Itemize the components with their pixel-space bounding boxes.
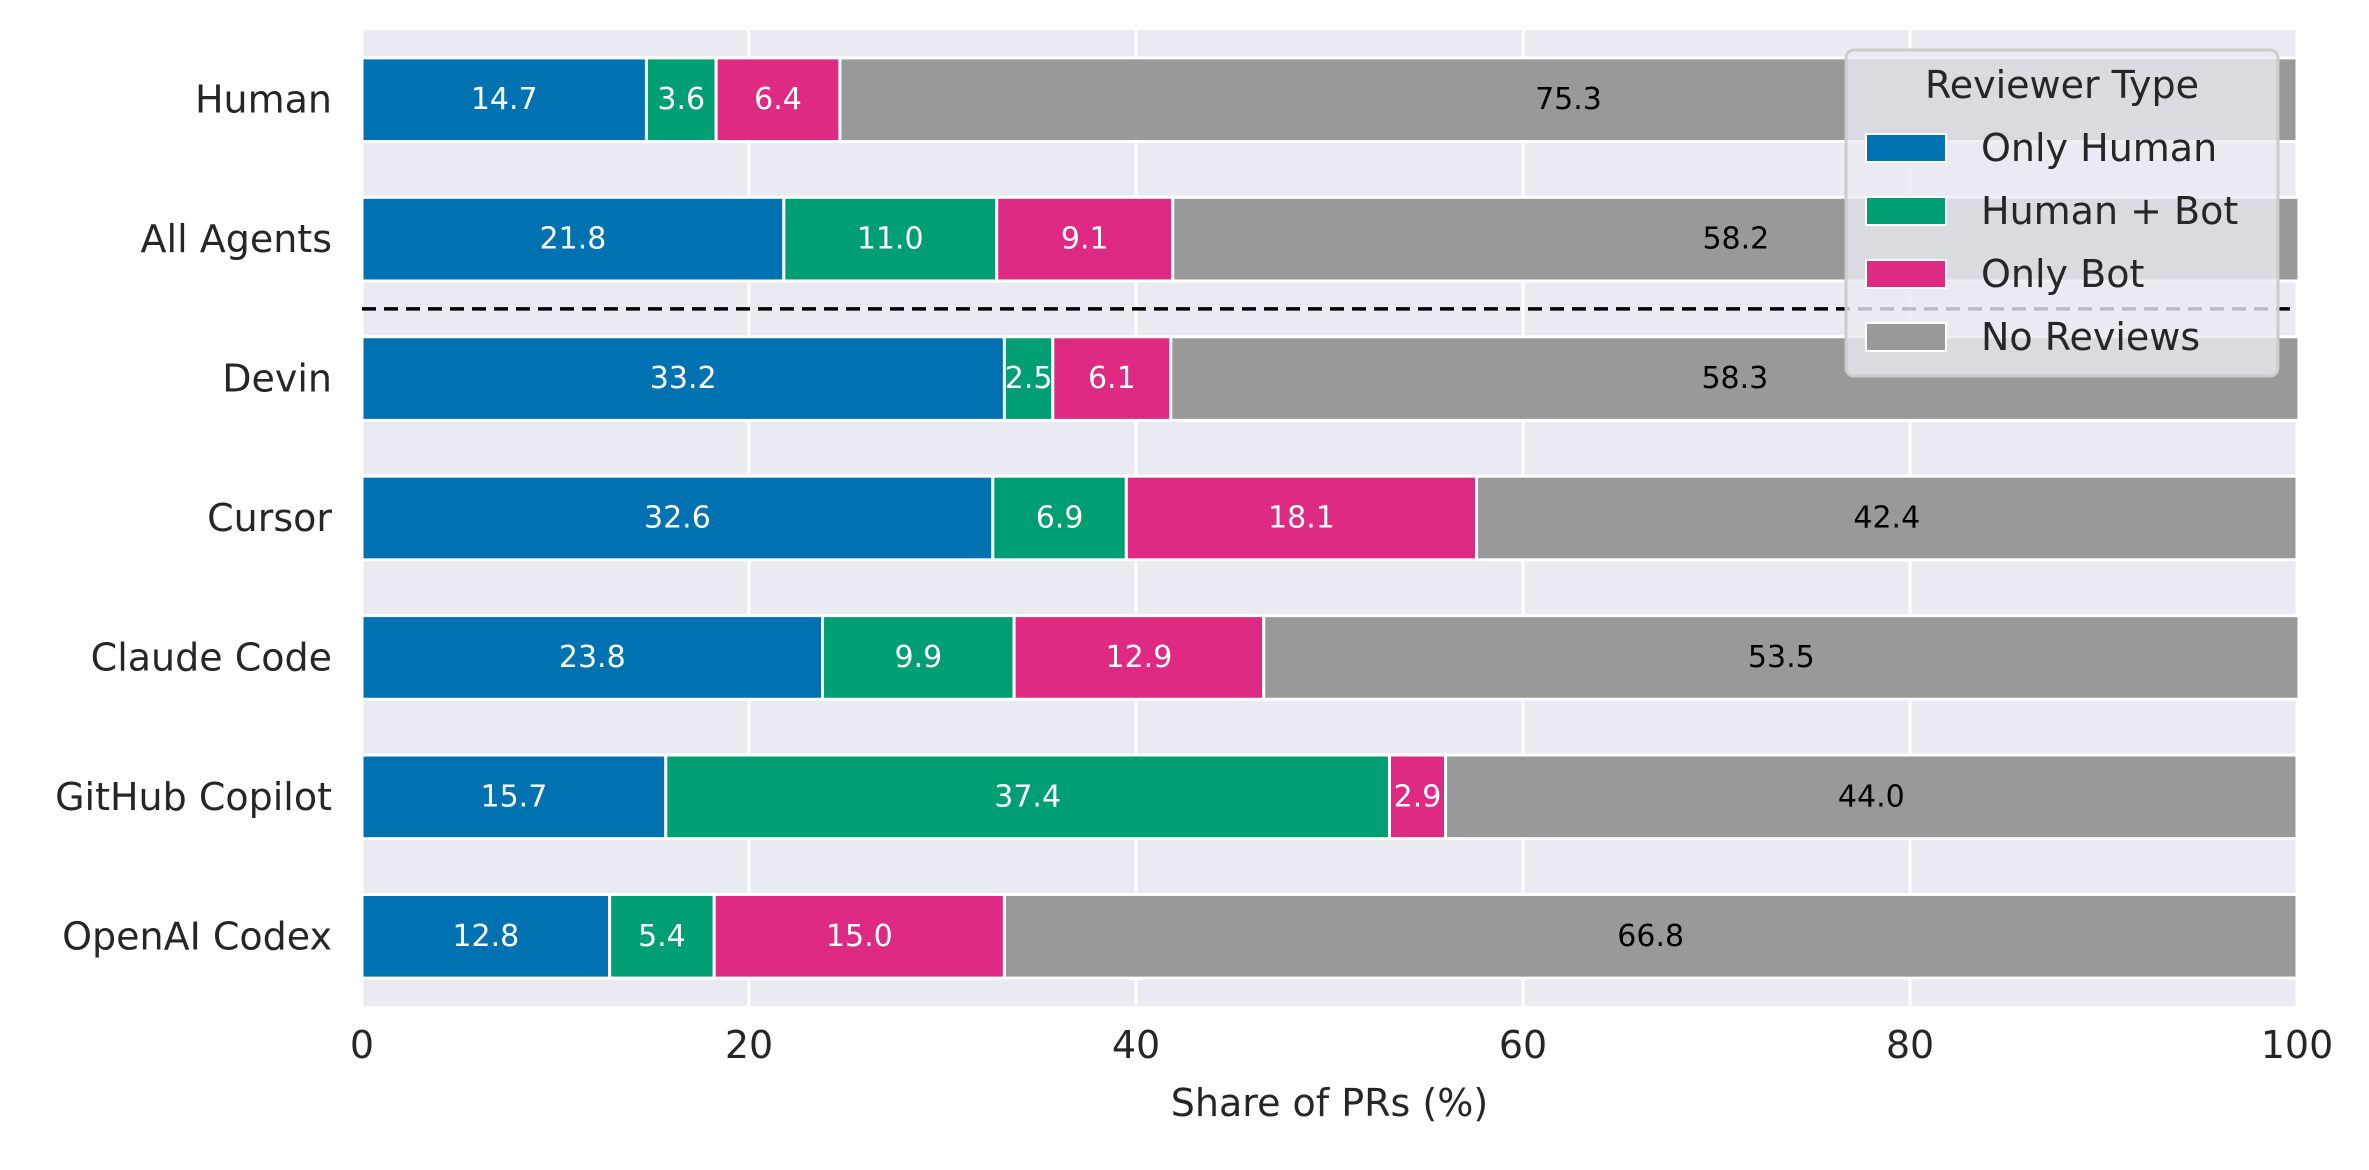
data-label: 9.1 [1061,222,1109,257]
bar-segment [821,614,1016,701]
x-tick-label: 20 [725,1023,773,1067]
bar-segment [1475,474,2299,562]
y-tick-label: OpenAI Codex [62,914,332,958]
data-label: 5.4 [638,919,686,954]
y-axis-category-labels: Human All Agents Devin Cursor Claude Code Git… [55,78,332,959]
data-label: 14.7 [471,82,538,117]
bar-segment [360,195,786,283]
y-tick-label: Human [195,78,332,122]
legend-entry: Only Bot [1981,252,2144,296]
bar-segment [360,753,668,841]
data-label: 66.8 [1617,919,1684,954]
bar-segment [664,753,1391,841]
data-label: 58.2 [1702,222,1769,257]
bar-segment [360,56,648,144]
legend-box [1844,48,2280,378]
data-label: 37.4 [994,779,1061,814]
data-label: 2.5 [1005,361,1053,396]
data-label: 15.7 [480,779,547,814]
bars: 14.7 3.6 6.4 75.3 21.8 11.0 9.1 58.2 33.2 2.5 6.1 5… [360,56,2301,980]
bar-segment [1012,614,1266,701]
y-tick-label: All Agents [141,217,332,261]
data-label: 3.6 [657,82,705,117]
data-label: 21.8 [540,222,607,257]
bar-segment [714,56,842,144]
data-label: 9.9 [894,640,942,675]
legend-swatch [1865,196,1947,226]
legend-swatch [1865,259,1947,289]
data-label: 75.3 [1535,82,1602,117]
bar-segment [608,892,716,980]
data-label: 15.0 [826,919,893,954]
bar-segment [1124,474,1479,562]
x-axis-label: Share of PRs (%) [1171,1081,1488,1125]
bar-segment [1262,614,2301,701]
data-label: 2.9 [1394,779,1442,814]
legend: Reviewer Type Only Human Human + Bot Only B… [1844,48,2280,378]
data-label: 12.9 [1106,640,1173,675]
data-label: 32.6 [644,501,711,536]
data-label: 42.4 [1853,501,1920,536]
x-axis-tick-labels: 0 20 40 60 80 100 [350,1023,2333,1067]
legend-swatch [1865,322,1947,352]
bar-segment [1387,753,1448,841]
bar-segment [991,474,1128,562]
bar-segment [1002,335,1055,422]
y-tick-label: Cursor [207,496,332,540]
bar-segment [360,335,1006,422]
data-label: 18.1 [1268,501,1335,536]
y-tick-label: Devin [222,357,332,401]
bar-segment [360,474,995,562]
legend-swatch [1865,133,1947,163]
x-tick-label: 60 [1499,1023,1547,1067]
legend-entry: Only Human [1981,126,2217,170]
y-tick-label: GitHub Copilot [55,775,332,819]
x-tick-label: 0 [350,1023,374,1067]
bar-segment [1444,753,2299,841]
data-label: 6.4 [754,82,802,117]
data-label: 44.0 [1838,779,1905,814]
legend-entry: Human + Bot [1981,189,2238,233]
x-tick-label: 100 [2261,1023,2334,1067]
bar-segment [712,892,1006,980]
x-tick-label: 40 [1112,1023,1160,1067]
data-label: 6.1 [1088,361,1136,396]
data-label: 33.2 [650,361,717,396]
bar-segment [1002,892,2299,980]
bar-segment [995,195,1175,283]
bar-segment [360,614,825,701]
data-label: 11.0 [857,222,924,257]
data-label: 23.8 [559,640,626,675]
bar-segment [1051,335,1173,422]
y-tick-label: Claude Code [91,635,332,679]
data-label: 53.5 [1748,640,1815,675]
data-label: 58.3 [1701,361,1768,396]
bar-segment [644,56,718,144]
data-label: 12.8 [452,919,519,954]
x-tick-label: 80 [1886,1023,1934,1067]
legend-entry: No Reviews [1981,315,2200,359]
legend-title: Reviewer Type [1925,63,2199,107]
data-label: 6.9 [1036,501,1084,536]
